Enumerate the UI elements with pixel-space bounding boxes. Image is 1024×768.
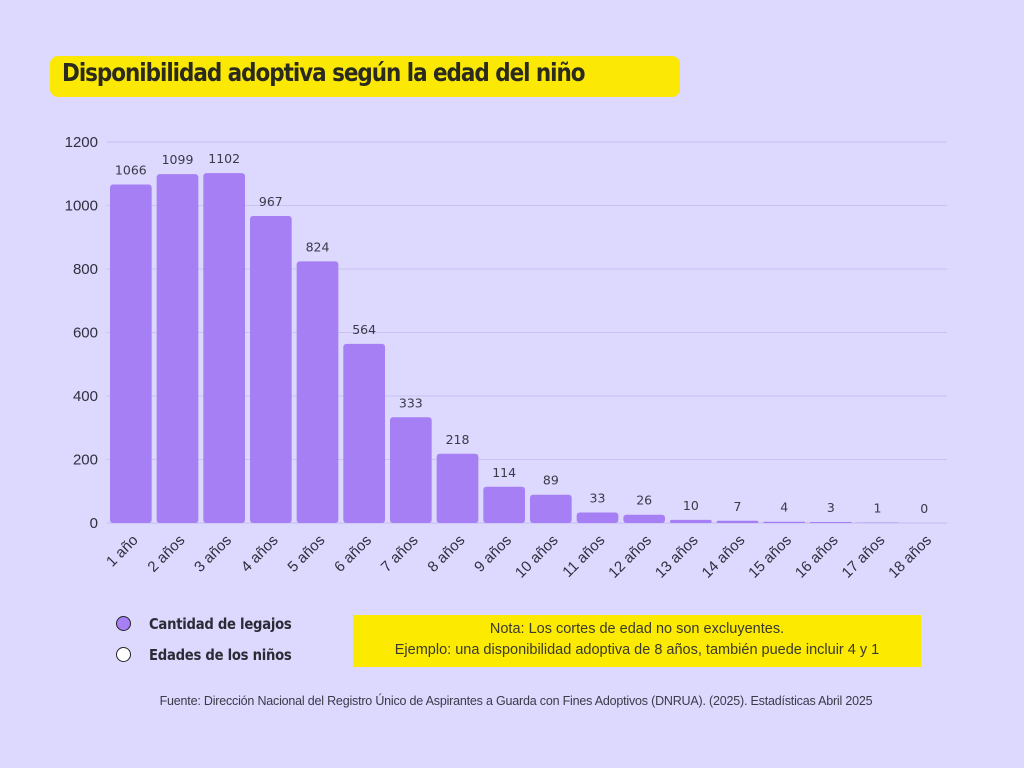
x-tick-label: 6 años	[331, 532, 375, 576]
note-box: Nota: Los cortes de edad no son excluyen…	[353, 615, 921, 667]
x-tick-label: 1 año	[103, 532, 142, 571]
bar	[390, 417, 432, 523]
x-tick-label: 12 años	[605, 532, 655, 582]
x-tick-label: 15 años	[745, 532, 795, 582]
bar	[623, 514, 665, 523]
data-label: 89	[543, 473, 559, 488]
legend: Cantidad de legajos Edades de los niños	[116, 608, 311, 670]
bar	[530, 494, 572, 523]
y-tick-label: 1200	[65, 134, 98, 151]
data-label: 7	[734, 499, 742, 514]
x-axis-ticks: 1 año 2 años 3 años 4 años 5 años 6 años 7 año…	[103, 532, 935, 582]
data-label: 333	[399, 395, 423, 410]
bar	[576, 512, 619, 523]
y-tick-label: 600	[73, 325, 98, 342]
bar	[296, 261, 339, 523]
data-label: 26	[636, 493, 652, 508]
source-citation: Fuente: Dirección Nacional del Registro …	[159, 694, 873, 708]
title-highlight	[50, 56, 680, 97]
legend-item-legajos: Cantidad de legajos	[116, 608, 311, 639]
bars	[110, 173, 899, 524]
data-label: 1	[874, 501, 882, 516]
bar	[203, 173, 245, 524]
y-tick-label: 800	[73, 261, 98, 278]
data-label: 114	[492, 465, 516, 480]
x-tick-label: 4 años	[238, 532, 282, 576]
data-label: 1102	[208, 151, 240, 166]
data-label: 10	[683, 498, 699, 513]
legend-label: Cantidad de legajos	[149, 614, 292, 633]
data-label: 0	[920, 501, 928, 516]
y-axis-ticks: 0 200 400 600 800 1000 1200	[65, 134, 98, 532]
data-label: 824	[306, 239, 330, 254]
data-label: 33	[590, 491, 606, 506]
x-tick-label: 16 años	[792, 532, 842, 582]
note-line-1: Nota: Los cortes de edad no son excluyen…	[489, 621, 785, 637]
x-tick-label: 11 años	[559, 532, 608, 581]
note-line-2: Ejemplo: una disponibilidad adoptiva de …	[394, 642, 880, 658]
legend-swatch-white	[116, 647, 131, 662]
bar	[156, 174, 199, 523]
x-tick-label: 10 años	[512, 532, 562, 582]
x-tick-label: 5 años	[284, 532, 328, 576]
x-tick-label: 7 años	[378, 532, 422, 576]
x-tick-label: 14 años	[699, 532, 749, 582]
x-tick-label: 2 años	[144, 532, 188, 576]
bar	[810, 522, 852, 523]
data-label: 564	[352, 322, 376, 337]
grid-lines	[107, 141, 947, 524]
legend-item-edades: Edades de los niños	[116, 639, 311, 670]
bar	[716, 520, 759, 523]
y-tick-label: 200	[73, 452, 98, 469]
chart-title: Disponibilidad adoptiva según la edad de…	[62, 58, 586, 87]
bar	[343, 343, 385, 523]
data-label: 4	[780, 500, 788, 515]
x-tick-label: 17 años	[839, 532, 889, 582]
bar	[436, 453, 479, 523]
bar	[110, 184, 152, 524]
bar	[670, 519, 712, 523]
legend-label: Edades de los niños	[149, 645, 292, 664]
data-label: 1099	[162, 152, 194, 167]
data-label: 1066	[115, 163, 147, 178]
data-label: 218	[446, 432, 470, 447]
x-tick-label: 13 años	[652, 532, 702, 582]
x-tick-label: 18 años	[885, 532, 935, 582]
legend-swatch-purple	[116, 616, 131, 631]
data-label: 967	[259, 194, 283, 209]
data-label: 3	[827, 500, 835, 515]
y-tick-label: 1000	[65, 198, 98, 215]
x-tick-label: 8 años	[424, 532, 468, 576]
bar	[483, 486, 525, 523]
y-tick-label: 400	[73, 388, 98, 405]
x-tick-label: 3 años	[191, 532, 235, 576]
x-tick-label: 9 años	[471, 532, 515, 576]
y-tick-label: 0	[90, 515, 98, 532]
bar-chart: 0 200 400 600 800 1000 1200 1066 1099 1102 967 824…	[65, 134, 947, 582]
bar	[763, 521, 805, 523]
bar	[250, 215, 292, 524]
